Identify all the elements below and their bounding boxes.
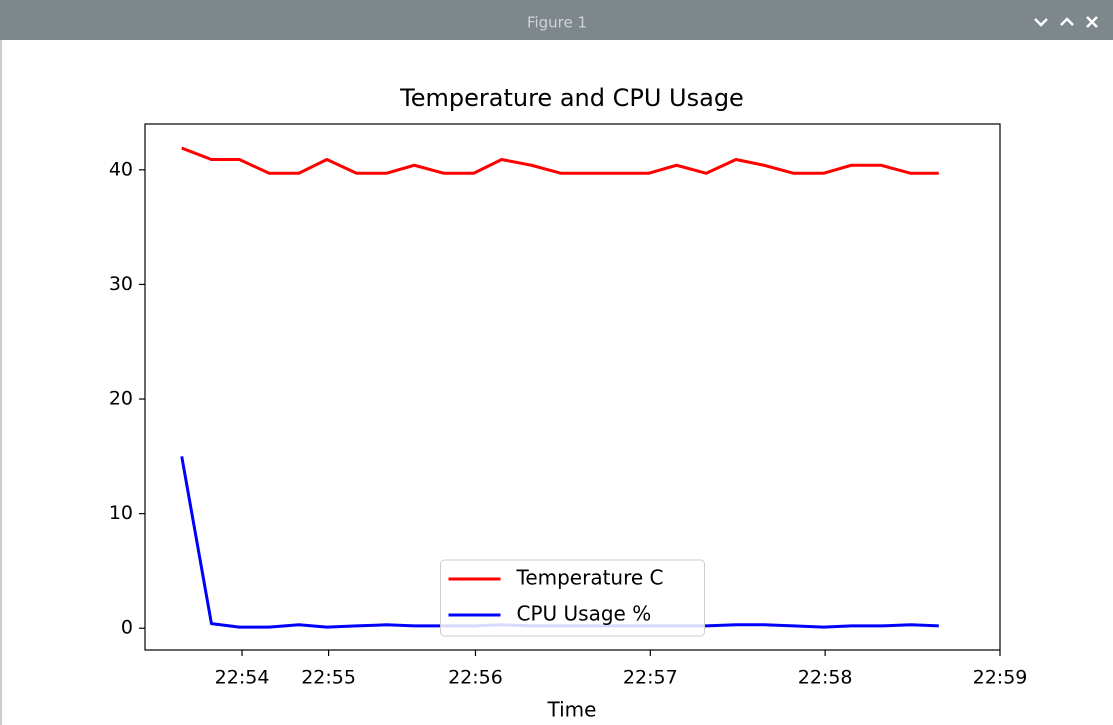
- y-tick-label: 20: [109, 388, 133, 410]
- x-tick-label: 22:59: [973, 667, 1028, 689]
- plot: Temperature and CPU Usage Time: [399, 84, 744, 722]
- x-tick-label: 22:57: [623, 667, 678, 689]
- minimize-button[interactable]: [1034, 18, 1048, 27]
- series-line: [181, 146, 939, 175]
- x-tick-label: 22:54: [215, 667, 270, 689]
- maximize-button[interactable]: [1060, 17, 1074, 26]
- legend-box: [440, 559, 705, 637]
- legend-label: CPU Usage %: [517, 602, 652, 626]
- plot-frame: [144, 123, 1001, 651]
- y-tick-label: 10: [109, 502, 133, 524]
- x-axis-label: Time: [547, 698, 597, 722]
- x-tick-label: 22:56: [448, 667, 503, 689]
- x-tick-label: 22:55: [301, 667, 356, 689]
- legend-label: Temperature C: [516, 566, 664, 590]
- y-tick-label: 0: [121, 617, 133, 639]
- chart-title: Temperature and CPU Usage: [399, 84, 744, 112]
- title-bar: [0, 0, 1113, 40]
- window-title: Figure 1: [527, 14, 587, 32]
- y-tick-label: 40: [109, 158, 133, 180]
- x-tick-label: 22:58: [798, 667, 853, 689]
- close-button[interactable]: [1086, 16, 1098, 28]
- y-tick-label: 30: [109, 273, 133, 295]
